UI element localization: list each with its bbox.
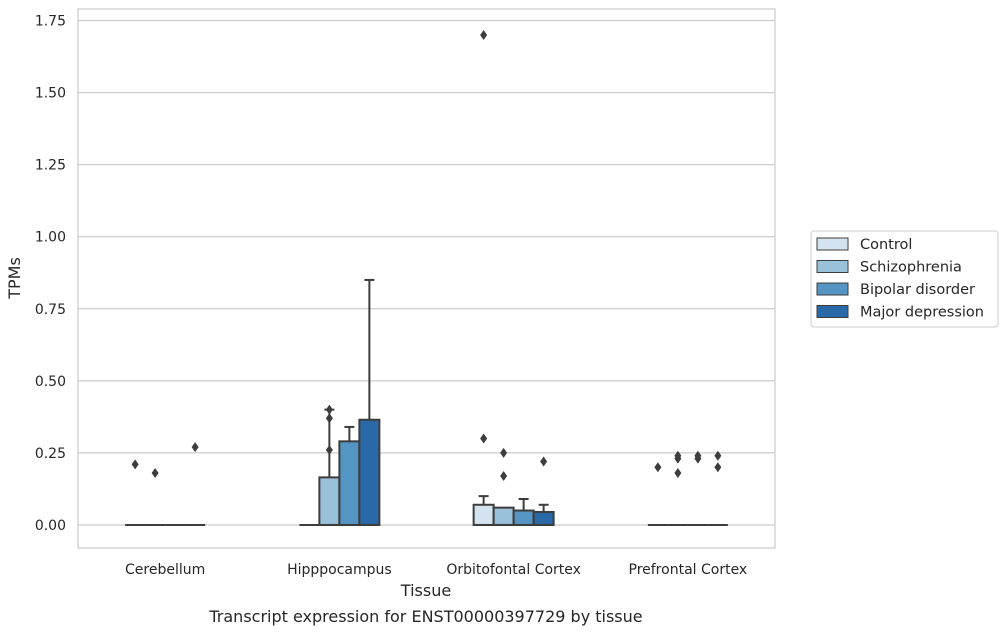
legend-swatch	[816, 282, 849, 296]
grid-lines	[78, 19, 775, 526]
legend-swatch	[816, 237, 849, 251]
outlier-point	[714, 462, 722, 473]
y-tick-label: 1.00	[35, 230, 66, 246]
outlier-point	[325, 404, 333, 415]
x-tick-label: Orbitofontal Cortex	[446, 562, 581, 578]
outlier-point	[674, 468, 682, 479]
y-tick-label: 1.50	[35, 86, 66, 102]
box-body	[532, 510, 555, 526]
outlier-point	[325, 413, 333, 424]
chart-caption: Transcript expression for ENST0000039772…	[208, 607, 642, 626]
y-tick-label: 0.25	[35, 446, 66, 462]
y-axis-label: TPMs	[5, 257, 24, 300]
box-body	[318, 476, 341, 526]
outliers	[131, 29, 722, 481]
box-schizophrenia	[492, 506, 515, 526]
y-tick-label: 0.00	[35, 518, 66, 534]
y-tick-label: 0.75	[35, 302, 66, 318]
box-body	[338, 440, 361, 526]
legend-label: Control	[860, 237, 912, 253]
plot-frame	[77, 8, 776, 549]
legend-swatch	[816, 260, 849, 273]
y-tick-label: 0.50	[35, 374, 66, 390]
outlier-point	[480, 433, 488, 444]
box-major-depression	[532, 503, 555, 526]
legend-label: Major depression	[860, 305, 984, 321]
box-body	[492, 506, 515, 526]
box-body	[358, 418, 381, 526]
x-tick-label: Prefrontal Cortex	[629, 562, 748, 578]
x-axis-label: Tissue	[400, 581, 451, 600]
outlier-point	[654, 462, 662, 473]
outlier-point	[694, 450, 702, 461]
x-tick-label: Hipppocampus	[287, 562, 392, 578]
box-bipolar-disorder	[338, 425, 361, 526]
outlier-point	[500, 447, 508, 458]
legend-label: Schizophrenia	[860, 260, 962, 276]
legend-label: Bipolar disorder	[860, 282, 975, 298]
x-tick-label: Cerebellum	[125, 562, 205, 578]
outlier-point	[131, 459, 139, 470]
box-major-depression	[358, 278, 381, 526]
outlier-point	[540, 456, 548, 467]
y-tick-label: 1.75	[35, 14, 66, 30]
legend-swatch	[816, 305, 849, 318]
y-tick-label: 1.25	[35, 158, 66, 174]
legend-frame	[810, 230, 999, 328]
box-body	[512, 509, 535, 526]
outlier-point	[325, 445, 333, 455]
outlier-point	[151, 468, 159, 479]
outlier-point	[500, 470, 508, 481]
outlier-point	[714, 450, 722, 461]
x-tick-labels: Cerebellum Hipppocampus Orbitofontal Corte…	[125, 562, 747, 578]
y-tick-labels: 0.00 0.25 0.50 0.75 1.00 1.25 1.50 1.75	[35, 14, 66, 534]
plot-background	[78, 9, 775, 548]
box-body	[472, 503, 495, 526]
outlier-point	[480, 29, 488, 40]
outlier-point	[674, 450, 682, 461]
box-control	[472, 495, 495, 526]
legend: Control Schizophrenia Bipolar disorder Majo…	[810, 230, 999, 328]
outlier-point	[191, 442, 199, 453]
